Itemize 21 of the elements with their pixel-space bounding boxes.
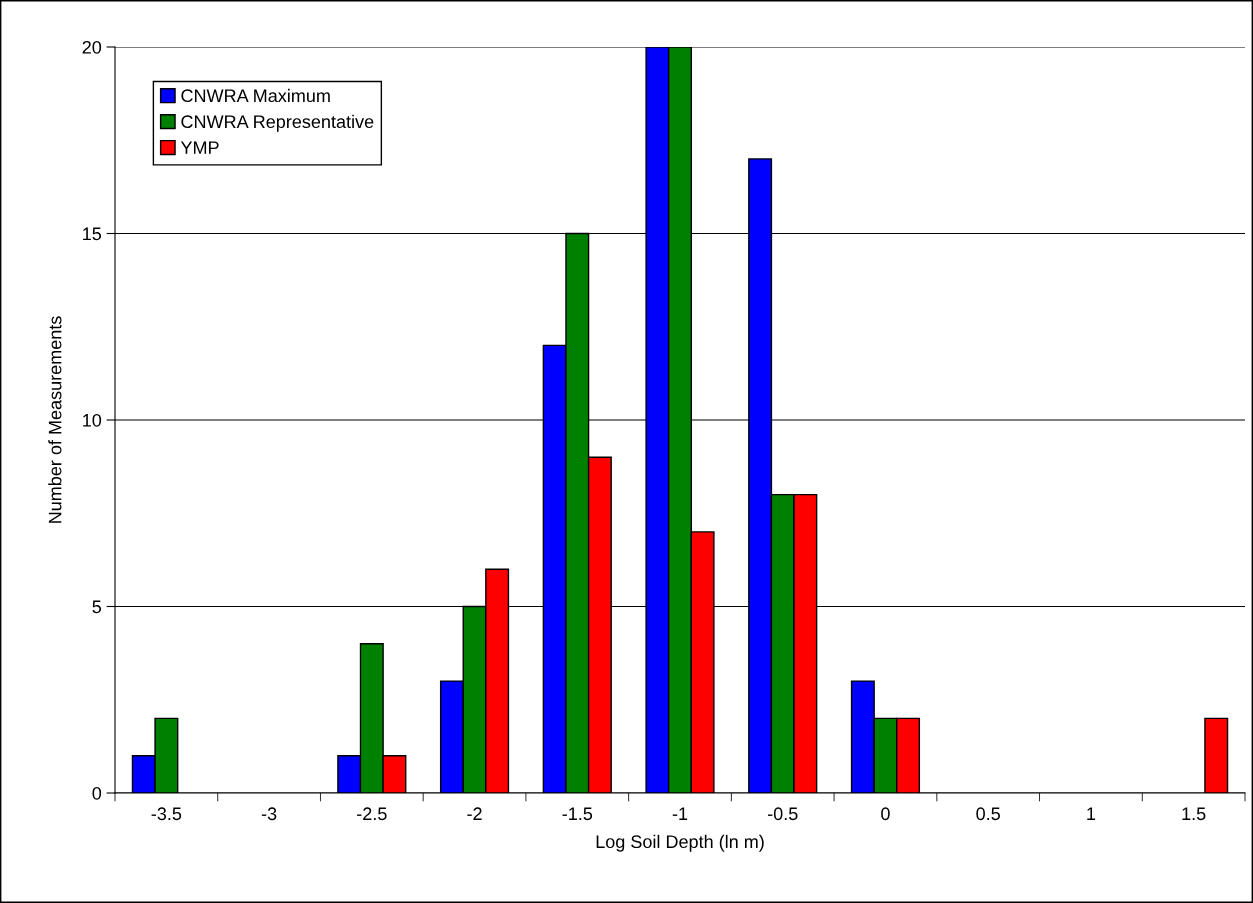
legend-label: CNWRA Maximum bbox=[181, 88, 330, 103]
x-tick-label: 1.5 bbox=[1182, 807, 1206, 821]
x-tick-label: -0.5 bbox=[767, 807, 798, 821]
x-tick-label: 1 bbox=[1087, 807, 1096, 820]
x-tick-label: -1 bbox=[672, 807, 688, 820]
legend-label: CNWRA Representative bbox=[181, 114, 374, 132]
x-tick-label: -1.5 bbox=[562, 807, 593, 821]
x-axis-title: Log Soil Depth (ln m) bbox=[596, 834, 764, 852]
y-tick-label: 10 bbox=[83, 413, 102, 427]
y-tick-label: 5 bbox=[92, 600, 102, 614]
x-tick-label: -2 bbox=[467, 807, 482, 820]
x-tick-label: -2.5 bbox=[357, 807, 387, 821]
x-tick-label: 0 bbox=[881, 807, 890, 821]
y-axis-title: Number of Measurements bbox=[48, 316, 62, 523]
x-tick-label: -3 bbox=[261, 807, 277, 821]
y-tick-label: 15 bbox=[83, 227, 102, 241]
y-tick-label: 20 bbox=[82, 40, 102, 54]
x-tick-label: -3.5 bbox=[151, 807, 182, 821]
y-tick-label: 0 bbox=[92, 786, 102, 800]
x-tick-label: 0.5 bbox=[976, 807, 1000, 821]
legend-label: YMP bbox=[180, 141, 219, 154]
